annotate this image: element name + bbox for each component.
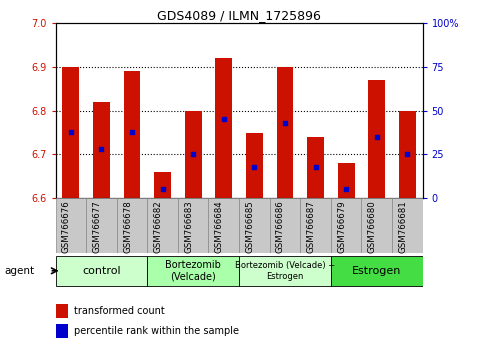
Bar: [209, 198, 239, 253]
Bar: [369, 80, 385, 198]
Bar: [147, 198, 178, 253]
Bar: [307, 137, 324, 198]
Bar: [62, 67, 79, 198]
Text: GSM766687: GSM766687: [307, 200, 315, 253]
Text: GSM766676: GSM766676: [62, 200, 71, 253]
Text: GSM766680: GSM766680: [368, 200, 377, 253]
Text: control: control: [82, 266, 121, 276]
Text: Bortezomib
(Velcade): Bortezomib (Velcade): [165, 260, 221, 282]
Bar: [124, 71, 141, 198]
Bar: [215, 58, 232, 198]
Bar: [392, 198, 423, 253]
Bar: [56, 324, 69, 338]
Text: percentile rank within the sample: percentile rank within the sample: [74, 326, 239, 336]
Text: agent: agent: [5, 266, 35, 276]
Text: GSM766679: GSM766679: [337, 200, 346, 252]
Text: GSM766682: GSM766682: [154, 200, 163, 253]
Text: Bortezomib (Velcade) +
Estrogen: Bortezomib (Velcade) + Estrogen: [235, 261, 335, 280]
Bar: [246, 132, 263, 198]
Text: transformed count: transformed count: [74, 306, 165, 316]
Bar: [270, 198, 300, 253]
Text: GSM766686: GSM766686: [276, 200, 285, 253]
Bar: [93, 102, 110, 198]
Text: GSM766681: GSM766681: [398, 200, 407, 253]
Bar: [239, 256, 331, 286]
Bar: [399, 111, 416, 198]
Bar: [300, 198, 331, 253]
Text: GSM766678: GSM766678: [123, 200, 132, 253]
Bar: [277, 67, 293, 198]
Bar: [185, 111, 201, 198]
Text: GSM766684: GSM766684: [215, 200, 224, 253]
Bar: [147, 256, 239, 286]
Bar: [86, 198, 117, 253]
Text: Estrogen: Estrogen: [352, 266, 401, 276]
Bar: [56, 256, 147, 286]
Bar: [361, 198, 392, 253]
Bar: [331, 198, 361, 253]
Text: GSM766685: GSM766685: [245, 200, 255, 253]
Bar: [56, 304, 69, 318]
Bar: [239, 198, 270, 253]
Bar: [154, 172, 171, 198]
Text: GDS4089 / ILMN_1725896: GDS4089 / ILMN_1725896: [157, 9, 321, 22]
Bar: [338, 163, 355, 198]
Bar: [56, 198, 86, 253]
Text: GSM766683: GSM766683: [184, 200, 193, 253]
Bar: [178, 198, 209, 253]
Text: GSM766677: GSM766677: [92, 200, 101, 253]
Bar: [331, 256, 423, 286]
Bar: [117, 198, 147, 253]
